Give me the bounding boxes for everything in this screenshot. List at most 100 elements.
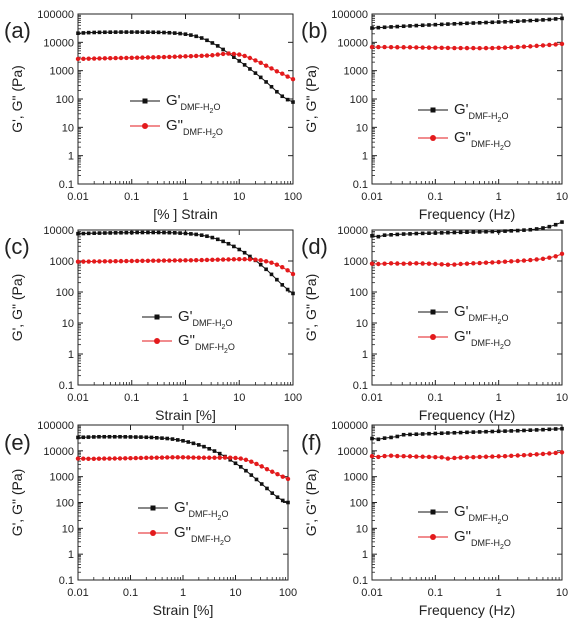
data-point <box>170 437 175 441</box>
legend-entry: G'DMF-H2O <box>418 303 508 326</box>
data-point <box>395 453 400 459</box>
data-point <box>291 100 295 104</box>
data-point <box>197 443 201 447</box>
plot-frame <box>371 229 563 386</box>
data-point <box>133 435 138 439</box>
data-point <box>515 44 520 50</box>
data-point <box>189 232 193 236</box>
data-point <box>553 427 558 431</box>
data-point <box>217 455 222 460</box>
data-point <box>237 52 242 57</box>
y-tick-label: 10 <box>62 122 74 134</box>
data-point <box>191 441 196 446</box>
data-point <box>172 258 177 263</box>
data-point <box>484 20 488 25</box>
data-point <box>231 257 237 262</box>
data-point <box>420 231 425 236</box>
data-point <box>458 45 463 51</box>
data-point <box>426 261 432 266</box>
legend-entry: G'DMF-H2O <box>418 101 508 124</box>
panel-b: (b)0.01 0.1 1 100.1110100100010000100000Fre… <box>301 9 568 222</box>
legend-marker <box>430 334 436 340</box>
data-point <box>496 45 501 51</box>
data-point <box>490 229 495 234</box>
data-point <box>369 453 375 459</box>
data-point <box>269 84 274 89</box>
data-point <box>215 237 220 242</box>
data-point <box>445 45 451 51</box>
data-point <box>528 44 533 49</box>
y-tick-label: 100 <box>56 287 74 299</box>
data-point <box>477 46 482 51</box>
data-point <box>407 454 413 459</box>
y-tick-label: 1000 <box>344 472 368 484</box>
data-point <box>263 259 269 264</box>
data-point <box>249 473 254 477</box>
data-point <box>414 261 419 266</box>
data-point <box>280 498 285 503</box>
panel-e: (e)0.01 0.1 1 10 1000.1110100100010000100000… <box>4 420 297 618</box>
series-line <box>77 31 294 103</box>
data-point <box>465 230 469 234</box>
data-point <box>376 437 381 442</box>
data-point <box>170 455 175 460</box>
data-point <box>118 434 122 439</box>
legend-label: G'DMF-H2O <box>454 503 508 526</box>
data-point <box>193 53 199 59</box>
data-point <box>370 436 374 441</box>
data-point <box>162 230 166 235</box>
data-point <box>259 482 264 486</box>
data-point <box>188 258 194 263</box>
panel-label: (e) <box>4 430 31 455</box>
data-point <box>464 455 470 460</box>
data-point <box>490 429 495 434</box>
y-axis-label: G', G" (Pa) <box>303 469 319 537</box>
data-point <box>86 259 91 264</box>
data-point <box>162 30 166 35</box>
data-point <box>547 17 552 22</box>
panel-label: (c) <box>4 234 30 259</box>
legend-label: G'DMF-H2O <box>178 308 232 331</box>
data-point <box>275 277 279 282</box>
y-tick-label: 100000 <box>331 9 368 21</box>
data-point <box>490 45 495 51</box>
x-tick-label: 1 <box>182 392 188 404</box>
data-point <box>151 258 156 263</box>
data-point <box>280 474 285 479</box>
data-point <box>183 258 188 263</box>
x-tick-label: 0.1 <box>124 191 139 203</box>
data-point <box>439 262 444 267</box>
data-point <box>199 257 204 263</box>
data-point <box>146 30 150 34</box>
data-point <box>560 16 564 21</box>
legend-entry: G'DMF-H2O <box>418 503 508 526</box>
data-point <box>144 455 149 461</box>
legend-label: G"DMF-H2O <box>178 332 235 355</box>
data-point <box>401 261 406 266</box>
data-point <box>471 261 476 266</box>
data-point <box>414 454 419 459</box>
panel-f: (f)0.01 0.1 1 100.1110100100010000100000Fre… <box>301 420 568 618</box>
panel-label: (a) <box>4 18 31 43</box>
legend-marker <box>430 509 436 515</box>
data-point <box>134 258 140 264</box>
data-point <box>75 456 81 461</box>
data-point <box>108 231 113 235</box>
data-point <box>86 30 91 35</box>
data-point <box>433 231 438 235</box>
x-tick-label: 0.01 <box>67 191 88 203</box>
data-point <box>528 428 533 432</box>
data-point <box>395 261 400 266</box>
data-point <box>217 451 222 456</box>
data-point <box>439 231 444 235</box>
x-tick-label: 10 <box>233 392 245 404</box>
data-point <box>226 257 231 262</box>
y-tick-label: 100000 <box>37 9 74 21</box>
data-point <box>258 60 263 65</box>
data-point <box>201 455 207 460</box>
data-point <box>248 254 252 259</box>
data-point <box>196 455 202 460</box>
data-point <box>388 44 394 50</box>
data-point <box>210 235 215 240</box>
